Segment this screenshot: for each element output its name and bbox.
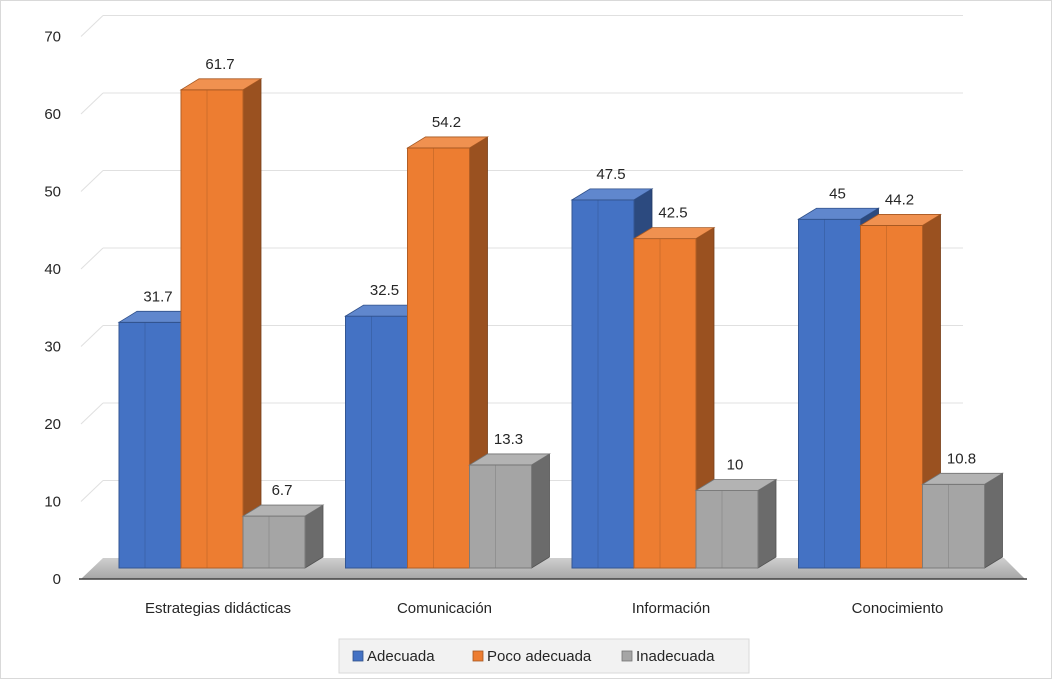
bar-side — [531, 453, 550, 569]
data-label: 10.8 — [947, 450, 976, 467]
legend-label: Adecuada — [367, 648, 435, 665]
y-tick-label: 30 — [44, 339, 61, 356]
bar-3-3 — [694, 478, 778, 569]
gridline-diagonal — [80, 15, 104, 37]
bar-top — [468, 453, 551, 466]
data-label: 47.5 — [596, 166, 625, 183]
bar-side — [757, 478, 777, 569]
data-label: 45 — [829, 185, 846, 202]
legend-swatch — [352, 650, 364, 662]
y-tick-label: 60 — [44, 106, 61, 123]
bar-top — [921, 472, 1004, 485]
bar-front — [180, 89, 244, 569]
bar-top — [694, 479, 778, 491]
bar-front — [407, 147, 470, 569]
gridline-diagonal — [80, 247, 104, 270]
bar-2-4 — [859, 213, 942, 569]
y-tick-label: 50 — [44, 184, 61, 201]
bar-2-1 — [179, 78, 263, 569]
y-tick-label: 70 — [44, 29, 61, 46]
data-label: 13.3 — [494, 431, 523, 448]
legend-label: Poco adecuada — [487, 648, 592, 665]
bar-top — [797, 207, 880, 220]
y-tick-label: 20 — [44, 416, 61, 433]
bar-3-1 — [241, 504, 325, 569]
bar-front — [345, 315, 408, 569]
legend-label: Inadecuada — [636, 648, 715, 665]
data-label: 31.7 — [143, 288, 172, 305]
x-category-label: Estrategias didácticas — [145, 600, 291, 617]
x-axis-labels: Estrategias didácticas Comunicación Inform… — [145, 600, 943, 617]
bar-front — [695, 490, 759, 569]
bar-front — [469, 464, 532, 569]
gridline-diagonal — [80, 170, 104, 192]
floor-plane — [81, 558, 1025, 579]
data-label: 42.5 — [658, 205, 687, 222]
gridline-diagonal — [80, 402, 104, 425]
bar-side — [242, 78, 262, 569]
y-tick-label: 40 — [44, 261, 61, 278]
legend-swatch — [472, 650, 484, 662]
data-label: 44.2 — [885, 191, 914, 208]
gridline-diagonal — [80, 480, 104, 502]
legend-item-1: Adecuada — [352, 648, 435, 665]
bar-top — [570, 188, 654, 201]
bar-top — [859, 214, 942, 226]
y-axis-ticks: 0 10 20 30 40 50 60 70 — [44, 29, 61, 589]
data-label: 6.7 — [272, 482, 293, 499]
bar-3-2 — [468, 453, 551, 569]
x-category-label: Información — [632, 600, 710, 617]
data-label: 61.7 — [205, 56, 234, 73]
bar-side — [984, 472, 1003, 569]
data-labels: 31.7 61.7 6.7 32.5 54.2 13.3 47.5 42.5 10 45 44.2 1… — [143, 56, 976, 499]
bar-top — [406, 136, 489, 149]
data-label: 10 — [727, 457, 744, 474]
bar-front — [798, 218, 861, 569]
bar-top — [632, 227, 716, 240]
chart-floor — [79, 558, 1027, 580]
y-tick-label: 10 — [44, 494, 61, 511]
bars — [117, 78, 1004, 569]
bar-front — [118, 321, 182, 569]
legend-box — [338, 638, 750, 674]
gridline-diagonal — [80, 92, 104, 115]
data-label: 32.5 — [370, 282, 399, 299]
bar-top — [179, 78, 263, 91]
legend-item-2: Poco adecuada — [472, 648, 592, 665]
legend-item-3: Inadecuada — [621, 648, 715, 665]
y-tick-label: 0 — [53, 571, 61, 588]
bar-front — [571, 199, 635, 569]
bar-top — [241, 504, 325, 517]
bar-front — [922, 483, 985, 569]
bar-front — [860, 224, 923, 569]
gridline-diagonal — [80, 325, 104, 347]
bar-3-4 — [921, 472, 1004, 569]
x-category-label: Comunicación — [397, 600, 492, 617]
legend-swatch — [621, 650, 633, 662]
x-category-label: Conocimiento — [852, 600, 944, 617]
data-label: 54.2 — [432, 114, 461, 131]
legend: Adecuada Poco adecuada Inadecuada — [338, 638, 750, 674]
bar-front — [633, 238, 697, 569]
bar-front — [242, 515, 306, 569]
